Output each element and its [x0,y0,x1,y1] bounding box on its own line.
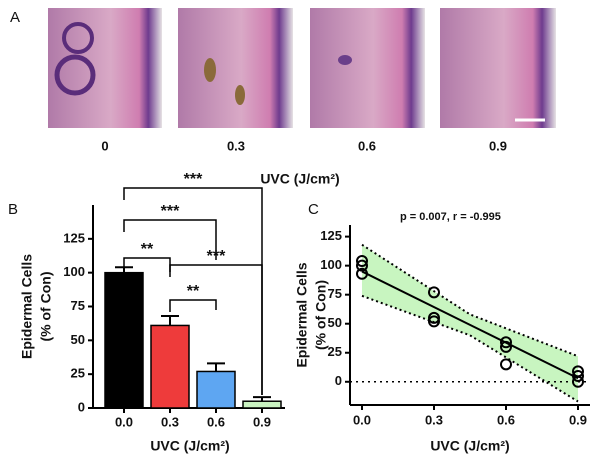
x-axis-title: UVC (J/cm²) [150,438,229,454]
data-point [572,375,584,388]
confidence-band [362,244,578,402]
significance-label: *** [207,248,226,265]
bar [196,370,236,409]
y-axis-title: Epidermal Cells [294,262,310,367]
data-point [500,336,512,349]
panel-label: B [8,201,18,218]
panel-label: A [10,9,20,26]
significance-label: *** [161,203,180,220]
y-axis-title: (% of Con) [313,280,329,350]
data-point [356,255,368,267]
data-point [356,267,368,280]
x-tick-label: 0.6 [207,414,225,429]
confidence-limit [361,243,579,358]
y-axis-title: Epidermal Cells [19,254,35,359]
image-label: 0.6 [358,138,376,153]
y-tick-label: 125 [63,230,85,245]
x-tick-label: 0.0 [353,412,371,427]
x-tick-label: 0.9 [569,412,587,427]
y-tick-label: 75 [71,298,85,313]
y-tick-label: 125 [320,228,342,243]
data-point [500,358,512,371]
significance-bracket [123,219,217,260]
significance-bracket [169,264,263,395]
data-point [428,315,440,328]
y-axis-title: (% of Con) [38,272,54,342]
y-tick-label: 25 [328,344,342,359]
image [310,8,425,128]
significance-bracket [123,257,171,272]
image-detail [235,85,245,105]
y-tick-label: 50 [71,332,85,347]
bar [242,400,282,409]
x-tick-label: 0.0 [115,414,133,429]
image [178,8,293,128]
significance-bracket [169,299,217,312]
x-tick-label: 0.3 [161,414,179,429]
data-point [500,340,512,353]
data-point [572,369,584,382]
x-tick-label: 0.6 [497,412,515,427]
data-point [428,311,440,324]
image-label: 0.9 [489,138,507,153]
y-tick-label: 100 [63,264,85,279]
significance-label: ** [141,241,154,258]
x-tick-label: 0.9 [253,414,271,429]
regression-line [361,270,579,380]
y-tick-label: 0 [335,373,342,388]
image-detail [204,58,216,82]
image [440,8,556,128]
y-tick-label: 50 [328,315,342,330]
panel-label: C [308,201,319,218]
x-axis-title: UVC (J/cm²) [260,171,339,187]
bar [150,324,190,409]
image [48,8,162,128]
bar [104,271,144,409]
significance-label: ** [187,283,200,300]
y-tick-label: 75 [328,286,342,301]
data-point [428,286,440,299]
image-label: 0.3 [227,138,245,153]
data-point [356,259,368,272]
image-detail [338,55,352,65]
y-tick-label: 25 [71,366,85,381]
image-label: 0 [101,138,108,153]
y-tick-label: 0 [78,399,85,414]
x-tick-label: 0.3 [425,412,443,427]
histology-images [48,8,556,128]
image-detail [54,54,96,96]
stats-annotation: p = 0.007, r = -0.995 [400,211,501,223]
image-detail [62,22,94,54]
x-axis-title: UVC (J/cm²) [430,438,509,454]
y-tick-label: 100 [320,257,342,272]
significance-label: *** [184,171,203,188]
